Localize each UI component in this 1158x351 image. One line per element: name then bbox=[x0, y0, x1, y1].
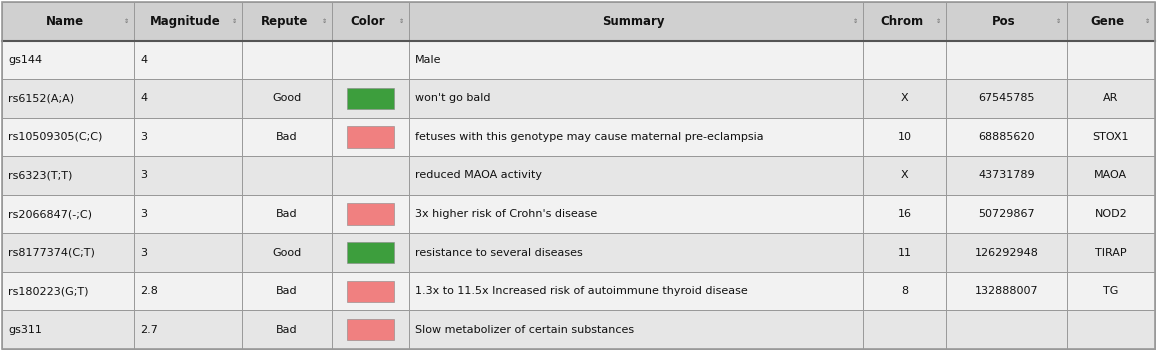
Text: 8: 8 bbox=[901, 286, 908, 296]
Bar bbox=[2, 41, 1155, 79]
Text: 11: 11 bbox=[897, 247, 911, 258]
Bar bbox=[2, 156, 1155, 195]
Text: 68885620: 68885620 bbox=[979, 132, 1035, 142]
Text: 126292948: 126292948 bbox=[975, 247, 1039, 258]
Text: rs8177374(C;T): rs8177374(C;T) bbox=[8, 247, 95, 258]
Text: Chrom: Chrom bbox=[880, 15, 923, 28]
Bar bbox=[347, 126, 394, 147]
Text: 132888007: 132888007 bbox=[975, 286, 1039, 296]
Bar bbox=[347, 319, 394, 340]
Text: 4: 4 bbox=[140, 93, 147, 104]
Text: Good: Good bbox=[272, 247, 302, 258]
Text: Bad: Bad bbox=[277, 286, 298, 296]
Text: resistance to several diseases: resistance to several diseases bbox=[416, 247, 582, 258]
Text: 43731789: 43731789 bbox=[979, 171, 1035, 180]
Text: fetuses with this genotype may cause maternal pre-eclampsia: fetuses with this genotype may cause mat… bbox=[416, 132, 764, 142]
Text: ⇕: ⇕ bbox=[936, 19, 941, 24]
Text: Good: Good bbox=[272, 93, 302, 104]
Text: ⇕: ⇕ bbox=[321, 19, 327, 24]
Bar bbox=[2, 79, 1155, 118]
Text: 3x higher risk of Crohn's disease: 3x higher risk of Crohn's disease bbox=[416, 209, 598, 219]
Text: won't go bald: won't go bald bbox=[416, 93, 491, 104]
Bar bbox=[2, 2, 1155, 41]
Text: ⇕: ⇕ bbox=[1056, 19, 1062, 24]
Bar bbox=[347, 88, 394, 109]
Text: Bad: Bad bbox=[277, 325, 298, 335]
Text: 3: 3 bbox=[140, 209, 147, 219]
Text: gs144: gs144 bbox=[8, 55, 42, 65]
Bar bbox=[2, 195, 1155, 233]
Text: Bad: Bad bbox=[277, 132, 298, 142]
Text: Slow metabolizer of certain substances: Slow metabolizer of certain substances bbox=[416, 325, 635, 335]
Text: MAOA: MAOA bbox=[1094, 171, 1128, 180]
Bar bbox=[2, 272, 1155, 310]
Text: Name: Name bbox=[46, 15, 85, 28]
Text: STOX1: STOX1 bbox=[1093, 132, 1129, 142]
Text: ⇕: ⇕ bbox=[852, 19, 858, 24]
Text: rs6323(T;T): rs6323(T;T) bbox=[8, 171, 72, 180]
Bar bbox=[2, 233, 1155, 272]
Bar bbox=[2, 310, 1155, 349]
Text: gs311: gs311 bbox=[8, 325, 42, 335]
Text: 10: 10 bbox=[897, 132, 911, 142]
Text: 50729867: 50729867 bbox=[979, 209, 1035, 219]
Text: 2.8: 2.8 bbox=[140, 286, 159, 296]
Text: ⇕: ⇕ bbox=[1144, 19, 1150, 24]
Text: Summary: Summary bbox=[602, 15, 665, 28]
Text: Bad: Bad bbox=[277, 209, 298, 219]
Text: 1.3x to 11.5x Increased risk of autoimmune thyroid disease: 1.3x to 11.5x Increased risk of autoimmu… bbox=[416, 286, 748, 296]
Text: Pos: Pos bbox=[991, 15, 1016, 28]
Text: 2.7: 2.7 bbox=[140, 325, 159, 335]
Bar bbox=[347, 204, 394, 225]
Text: TIRAP: TIRAP bbox=[1095, 247, 1127, 258]
Text: Magnitude: Magnitude bbox=[151, 15, 221, 28]
Text: Male: Male bbox=[416, 55, 441, 65]
Text: Color: Color bbox=[350, 15, 384, 28]
Text: 3: 3 bbox=[140, 132, 147, 142]
Text: 3: 3 bbox=[140, 247, 147, 258]
Text: 4: 4 bbox=[140, 55, 147, 65]
Text: rs2066847(-;C): rs2066847(-;C) bbox=[8, 209, 91, 219]
Text: ⇕: ⇕ bbox=[232, 19, 237, 24]
Text: X: X bbox=[901, 93, 909, 104]
Text: rs180223(G;T): rs180223(G;T) bbox=[8, 286, 88, 296]
Text: TG: TG bbox=[1104, 286, 1119, 296]
Bar bbox=[347, 242, 394, 263]
Text: ⇕: ⇕ bbox=[124, 19, 129, 24]
Text: 16: 16 bbox=[897, 209, 911, 219]
Bar bbox=[347, 280, 394, 302]
Text: 67545785: 67545785 bbox=[979, 93, 1035, 104]
Text: reduced MAOA activity: reduced MAOA activity bbox=[416, 171, 542, 180]
Text: rs6152(A;A): rs6152(A;A) bbox=[8, 93, 74, 104]
Text: 3: 3 bbox=[140, 171, 147, 180]
Text: Gene: Gene bbox=[1091, 15, 1124, 28]
Text: X: X bbox=[901, 171, 909, 180]
Bar bbox=[2, 118, 1155, 156]
Text: rs10509305(C;C): rs10509305(C;C) bbox=[8, 132, 102, 142]
Text: NOD2: NOD2 bbox=[1094, 209, 1127, 219]
Text: Repute: Repute bbox=[261, 15, 308, 28]
Text: ⇕: ⇕ bbox=[398, 19, 404, 24]
Text: AR: AR bbox=[1104, 93, 1119, 104]
